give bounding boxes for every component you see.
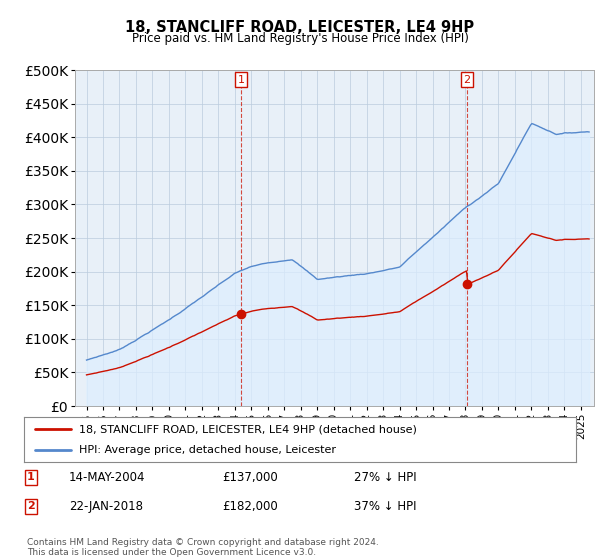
Text: Price paid vs. HM Land Registry's House Price Index (HPI): Price paid vs. HM Land Registry's House … <box>131 32 469 45</box>
Text: 1: 1 <box>238 74 244 85</box>
Text: 18, STANCLIFF ROAD, LEICESTER, LE4 9HP: 18, STANCLIFF ROAD, LEICESTER, LE4 9HP <box>125 20 475 35</box>
Text: 18, STANCLIFF ROAD, LEICESTER, LE4 9HP (detached house): 18, STANCLIFF ROAD, LEICESTER, LE4 9HP (… <box>79 424 417 435</box>
Text: £137,000: £137,000 <box>222 470 278 484</box>
Text: 37% ↓ HPI: 37% ↓ HPI <box>354 500 416 513</box>
Text: 2: 2 <box>463 74 470 85</box>
Text: 27% ↓ HPI: 27% ↓ HPI <box>354 470 416 484</box>
Text: HPI: Average price, detached house, Leicester: HPI: Average price, detached house, Leic… <box>79 445 336 455</box>
Text: 2: 2 <box>27 501 35 511</box>
Text: Contains HM Land Registry data © Crown copyright and database right 2024.
This d: Contains HM Land Registry data © Crown c… <box>27 538 379 557</box>
Text: £182,000: £182,000 <box>222 500 278 513</box>
Text: 22-JAN-2018: 22-JAN-2018 <box>69 500 143 513</box>
Text: 14-MAY-2004: 14-MAY-2004 <box>69 470 146 484</box>
Text: 1: 1 <box>27 472 35 482</box>
